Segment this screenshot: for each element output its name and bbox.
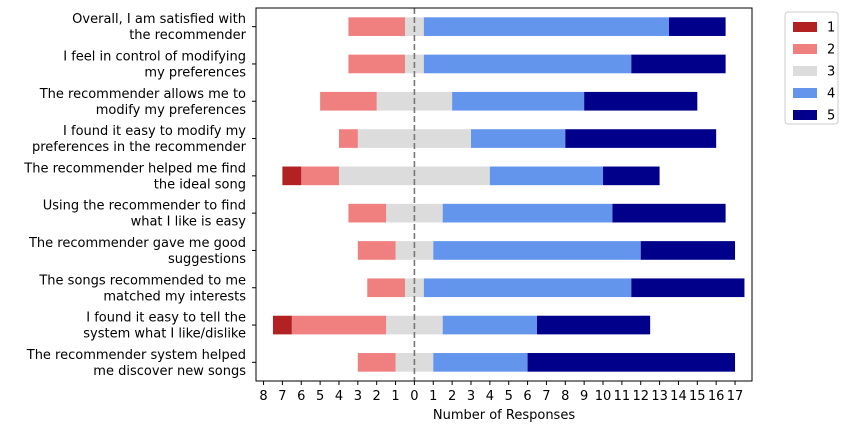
legend-label: 3	[827, 65, 835, 80]
bar-segment	[470, 129, 566, 148]
bar-segment	[423, 278, 632, 298]
bar-segment	[320, 91, 377, 111]
x-tick-label: 6	[297, 389, 305, 404]
bar-segment	[584, 91, 698, 111]
bar-segment	[291, 315, 387, 335]
bar-segment	[301, 166, 339, 186]
bar-segment	[433, 241, 641, 260]
bar-segment	[631, 278, 745, 298]
x-tick-label: 4	[335, 389, 343, 404]
plot-frame	[255, 7, 753, 382]
legend-label: 5	[827, 109, 835, 124]
y-tick-label: Overall, I am satisfied with the recommen…	[72, 12, 246, 43]
x-tick-label: 8	[259, 389, 267, 404]
y-tick-label: I found it easy to tell the system what I…	[83, 311, 246, 342]
bar-segment	[423, 54, 632, 74]
y-tick-label: The recommender system helped me discover…	[26, 348, 246, 379]
x-tick-label: 16	[708, 389, 725, 404]
x-axis-label: Number of Responses	[433, 408, 575, 423]
legend-swatch	[793, 22, 817, 32]
x-tick-label: 14	[670, 389, 687, 404]
legend-swatch	[793, 88, 817, 98]
bar-segment	[640, 241, 736, 260]
x-tick-label: 2	[373, 389, 381, 404]
bar-segment	[282, 166, 302, 186]
x-tick-label: 6	[523, 389, 531, 404]
bar-segment	[367, 278, 405, 298]
x-tick-label: 2	[448, 389, 456, 404]
y-tick-label: Using the recommender to find what I like…	[43, 199, 247, 230]
bar-segment	[423, 17, 670, 36]
bar-segment	[442, 315, 538, 335]
bar-segment	[669, 17, 726, 36]
bar-segment	[348, 203, 387, 223]
bar-segment	[452, 91, 585, 111]
x-tick-label: 4	[486, 389, 494, 404]
y-tick-label: The songs recommended to me matched my in…	[38, 273, 246, 304]
x-tick-label: 1	[391, 389, 399, 404]
x-tick-label: 8	[561, 389, 569, 404]
x-tick-label: 5	[505, 389, 513, 404]
y-tick-label: I feel in control of modifying my prefere…	[63, 49, 246, 80]
bar-segment	[357, 241, 396, 260]
x-tick-label: 10	[595, 389, 612, 404]
legend-swatch	[793, 44, 817, 54]
bar-segment	[442, 203, 613, 223]
bar-segment	[612, 203, 726, 223]
bar-segment	[386, 203, 443, 223]
y-tick-label: I found it easy to modify my preferences …	[32, 124, 247, 155]
x-tick-label: 15	[689, 389, 706, 404]
x-tick-label: 7	[542, 389, 550, 404]
y-tick-label: The recommender allows me to modify my pr…	[39, 87, 247, 118]
x-tick-label: 7	[278, 389, 286, 404]
x-tick-label: 1	[429, 389, 437, 404]
x-tick-label: 3	[467, 389, 475, 404]
bar-segment	[357, 353, 396, 372]
x-tick-label: 12	[632, 389, 649, 404]
x-tick-label: 13	[651, 389, 668, 404]
bar-segment	[272, 315, 292, 335]
x-tick-label: 5	[316, 389, 324, 404]
bar-segment	[433, 353, 528, 372]
bar-segment	[565, 129, 717, 148]
legend-label: 1	[827, 21, 835, 36]
x-tick-label: 11	[614, 389, 631, 404]
x-tick-label: 9	[580, 389, 588, 404]
x-tick-label: 17	[727, 389, 744, 404]
bar-segment	[489, 166, 604, 186]
legend-label: 4	[827, 87, 835, 102]
bar-segment	[527, 353, 736, 372]
legend-label: 2	[827, 43, 835, 58]
bar-segment	[348, 17, 405, 36]
bar-segment	[537, 315, 651, 335]
y-tick-label: The recommender gave me good suggestions	[28, 236, 246, 267]
y-tick-label: The recommender helped me find the ideal …	[23, 161, 246, 192]
bar-segment	[603, 166, 660, 186]
x-tick-label: 0	[410, 389, 418, 404]
bar-segment	[348, 54, 405, 74]
bar-segment	[631, 54, 726, 74]
x-tick-label: 3	[354, 389, 362, 404]
legend-swatch	[793, 66, 817, 76]
bar-segment	[338, 129, 358, 148]
legend-swatch	[793, 110, 817, 120]
bar-segment	[395, 241, 434, 260]
